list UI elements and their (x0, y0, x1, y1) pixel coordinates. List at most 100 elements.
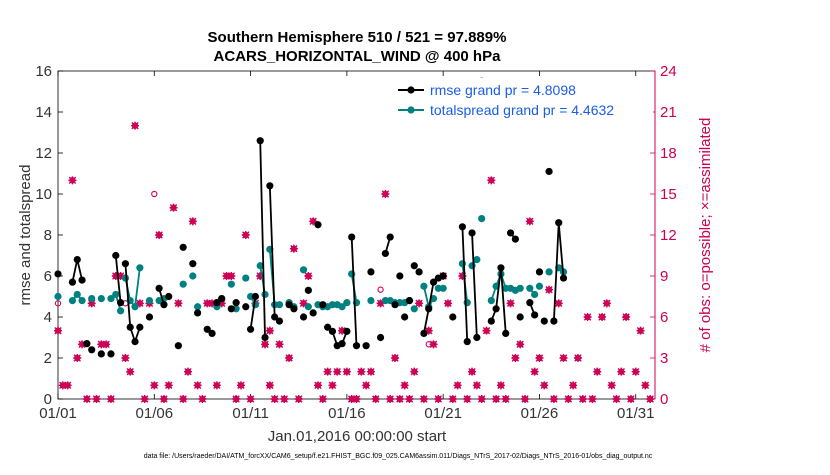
obs-possible-23 (151, 190, 158, 198)
rmse-point-42-0 (415, 268, 423, 276)
y-left-tick-label-6: 12 (35, 145, 52, 162)
totalspread-point-39-0 (478, 215, 486, 223)
obs-assimilated-49 (285, 354, 294, 362)
obs-assimilated-80 (434, 395, 443, 403)
y-right-tick-label-5: 15 (660, 186, 677, 203)
y-right-tick-label-1: 3 (660, 350, 668, 367)
rmse-point-55-0 (540, 317, 548, 325)
rmse-point-8-0 (145, 313, 154, 321)
rmse-point-52-0 (516, 313, 524, 321)
rmse-line-47 (461, 226, 469, 342)
obs-assimilated-98 (521, 395, 530, 403)
obs-assimilated-78 (424, 326, 433, 335)
rmse-point-34-0 (367, 268, 375, 276)
rmse-point-18-0 (227, 305, 235, 313)
obs-assimilated-1 (58, 381, 67, 390)
totalspread-point-38-1 (473, 256, 481, 264)
obs-assimilated-83 (448, 395, 457, 403)
obs-assimilated-61 (342, 367, 351, 376)
obs-assimilated-106 (559, 354, 568, 362)
obs-assimilated-74 (405, 395, 414, 403)
obs-assimilated-100 (530, 367, 539, 376)
y-left-tick-label-4: 8 (44, 227, 52, 244)
obs-assimilated-24 (169, 203, 178, 212)
rmse-line-48 (471, 232, 478, 338)
obs-assimilated-111 (583, 313, 592, 321)
rmse-point-4-0 (97, 350, 105, 358)
obs-assimilated-115 (602, 299, 611, 308)
obs-assimilated-6 (82, 395, 91, 403)
rmse-point-7-0 (121, 260, 130, 268)
totalspread-point-21-0 (299, 266, 308, 274)
obs-assimilated-90 (482, 326, 491, 335)
obs-assimilated-11 (106, 395, 115, 403)
rmse-point-37-0 (391, 301, 399, 309)
rmse-point-57-2 (559, 274, 568, 282)
obs-assimilated-3 (68, 176, 77, 185)
rmse-point-54-0 (535, 268, 544, 276)
obs-assimilated-101 (535, 354, 544, 362)
rmse-point-7-3 (136, 323, 144, 331)
obs-assimilated-91 (487, 176, 496, 185)
y-right-tick-label-0: 0 (660, 391, 668, 408)
rmse-point-32-1 (352, 342, 361, 350)
totalspread-point-45-0 (545, 268, 553, 276)
totalspread-point-10-0 (189, 272, 197, 280)
obs-assimilated-95 (506, 299, 515, 308)
y-axis-left-label: rmse and totalspread (17, 165, 34, 306)
rmse-point-17-1 (218, 294, 226, 303)
rmse-point-7-2 (131, 338, 139, 346)
obs-assimilated-77 (419, 395, 428, 403)
obs-assimilated-5 (78, 340, 87, 349)
obs-assimilated-94 (501, 395, 510, 403)
obs-assimilated-70 (386, 395, 395, 403)
rmse-point-47-1 (463, 338, 471, 346)
y-axis-right: 0 3 6 9 12 15 18 21 24 (650, 63, 677, 408)
y-left-tick-label-1: 2 (44, 350, 52, 367)
rmse-point-1-0 (68, 278, 77, 286)
obs-assimilated-121 (631, 367, 640, 376)
rmse-point-50-3 (502, 329, 510, 337)
rmse-point-14-0 (194, 309, 202, 317)
rmse-point-25-0 (290, 305, 298, 313)
obs-assimilated-96 (511, 354, 520, 362)
obs-assimilated-40 (246, 395, 255, 403)
rmse-point-11-0 (174, 342, 182, 350)
totalspread-point-1-1 (73, 290, 81, 299)
obs-assimilated-14 (121, 354, 130, 362)
rmse-point-31-3 (338, 340, 346, 348)
obs-assimilated-69 (381, 190, 390, 198)
rmse-point-22-0 (256, 137, 264, 145)
obs-assimilated-84 (453, 381, 462, 390)
totalspread-point-44-0 (535, 282, 544, 290)
obs-assimilated-107 (564, 395, 573, 403)
totalspread-point-5-1 (116, 307, 125, 315)
rmse-point-23-1 (271, 313, 279, 321)
series-lines (54, 77, 568, 358)
obs-assimilated-4 (73, 354, 82, 362)
rmse-point-31-0 (324, 323, 332, 331)
obs-assimilated-104 (549, 395, 558, 403)
obs-assimilated-22 (159, 395, 168, 403)
rmse-point-47-0 (458, 223, 467, 231)
rmse-point-17-0 (213, 299, 221, 307)
rmse-point-40-0 (405, 297, 414, 305)
obs-assimilated-46 (270, 395, 279, 403)
rmse-line-7 (124, 263, 141, 343)
totalspread-point-42-0 (516, 284, 524, 292)
legend-marker-rmse (407, 86, 415, 94)
obs-assimilated-26 (179, 395, 188, 403)
obs-assimilated-28 (188, 217, 197, 226)
totalspread-point-0-0 (54, 292, 62, 301)
totalspread-point-18-2 (275, 301, 284, 309)
rmse-line-6 (114, 255, 122, 303)
obs-assimilated-67 (371, 395, 380, 403)
rmse-point-57-1 (555, 219, 563, 227)
obs-assimilated-87 (468, 367, 477, 376)
obs-assimilated-71 (391, 354, 400, 362)
totalspread-point-43-1 (531, 290, 539, 299)
totalspread-point-4-0 (107, 294, 115, 303)
obs-assimilated-31 (203, 299, 212, 308)
rmse-point-53-0 (526, 299, 534, 307)
obs-assimilated-122 (636, 326, 645, 335)
